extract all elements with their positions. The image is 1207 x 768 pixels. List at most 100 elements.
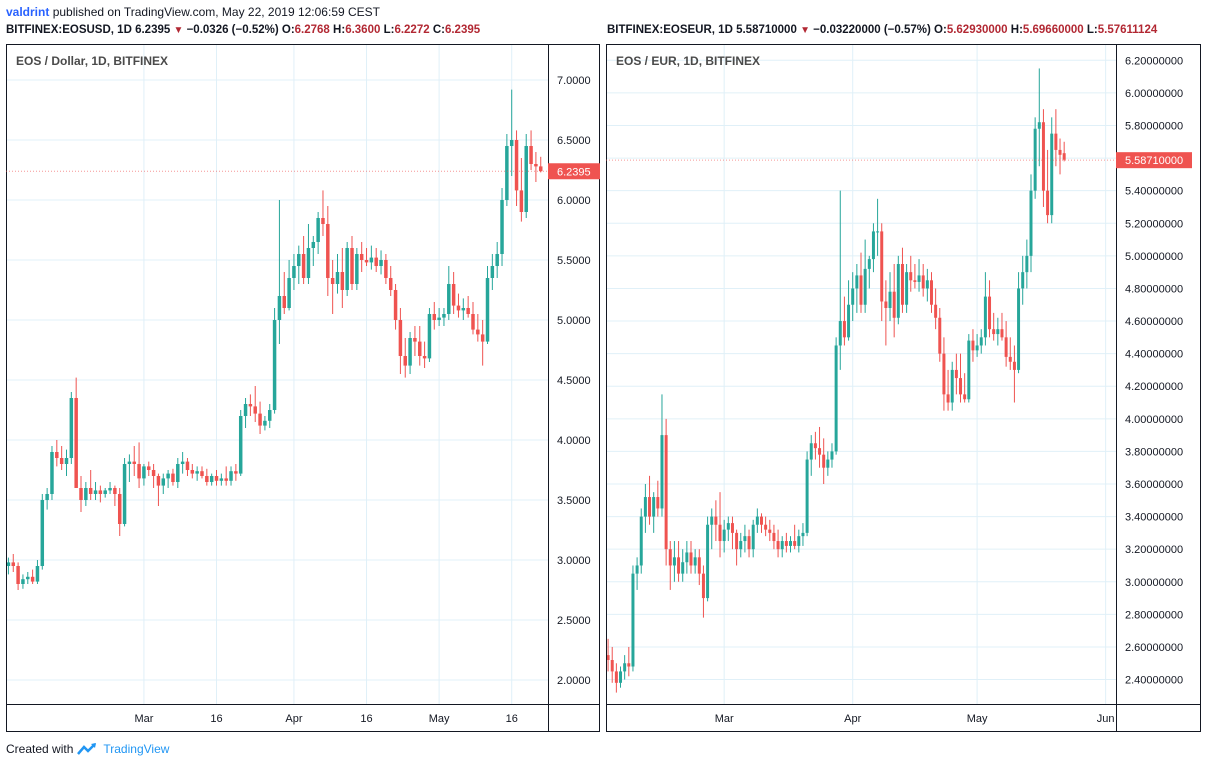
candle-body[interactable]	[122, 464, 127, 524]
candle-body[interactable]	[340, 272, 345, 290]
candle-body[interactable]	[668, 549, 672, 566]
candle-body[interactable]	[1017, 288, 1021, 370]
candle-body[interactable]	[500, 200, 504, 254]
candle-body[interactable]	[743, 536, 747, 542]
candle-body[interactable]	[660, 435, 664, 509]
candle-body[interactable]	[480, 334, 485, 342]
candle-body[interactable]	[45, 494, 49, 500]
candle-body[interactable]	[200, 471, 204, 476]
candle-body[interactable]	[321, 218, 325, 224]
candle-body[interactable]	[16, 566, 20, 584]
candle-body[interactable]	[963, 394, 967, 400]
candle-body[interactable]	[306, 248, 311, 278]
candle-body[interactable]	[648, 497, 652, 517]
candle-body[interactable]	[253, 406, 257, 414]
candle-body[interactable]	[730, 523, 734, 533]
candle-body[interactable]	[793, 541, 797, 546]
candle-body[interactable]	[938, 317, 942, 354]
candle-body[interactable]	[267, 410, 272, 421]
candle-body[interactable]	[996, 329, 1000, 335]
candle-body[interactable]	[263, 420, 267, 426]
candle-body[interactable]	[1000, 329, 1004, 338]
candle-body[interactable]	[50, 452, 54, 494]
candle-body[interactable]	[643, 497, 647, 517]
candle-body[interactable]	[714, 516, 718, 525]
candle-body[interactable]	[74, 398, 78, 488]
candle-body[interactable]	[859, 275, 863, 305]
candle-body[interactable]	[214, 476, 219, 481]
candle-body[interactable]	[519, 190, 524, 212]
candle-body[interactable]	[656, 497, 660, 509]
candle-body[interactable]	[282, 296, 287, 308]
candle-body[interactable]	[127, 461, 132, 464]
candle-body[interactable]	[205, 476, 209, 482]
candle-body[interactable]	[11, 562, 16, 566]
candle-body[interactable]	[69, 398, 74, 458]
candle-body[interactable]	[992, 329, 996, 335]
candle-body[interactable]	[408, 338, 412, 366]
candle-body[interactable]	[888, 291, 892, 308]
candle-body[interactable]	[103, 490, 107, 494]
candle-body[interactable]	[466, 308, 470, 314]
candle-body[interactable]	[685, 552, 689, 563]
candle-body[interactable]	[950, 369, 954, 403]
candle-body[interactable]	[64, 458, 69, 464]
candle-body[interactable]	[635, 565, 639, 574]
candle-body[interactable]	[834, 345, 838, 452]
candle-body[interactable]	[388, 278, 393, 290]
author-name[interactable]: valdrint	[6, 5, 50, 19]
candle-body[interactable]	[876, 231, 880, 233]
candle-body[interactable]	[161, 478, 166, 486]
candle-body[interactable]	[851, 288, 855, 305]
eoseur-chart[interactable]: 6.200000006.000000005.800000005.60000000…	[606, 44, 1201, 732]
candle-body[interactable]	[330, 278, 335, 284]
candle-body[interactable]	[238, 416, 243, 474]
candle-body[interactable]	[764, 524, 768, 530]
candle-body[interactable]	[79, 488, 83, 500]
candle-body[interactable]	[224, 478, 228, 481]
candle-body[interactable]	[509, 140, 514, 146]
candle-body[interactable]	[374, 257, 378, 266]
candle-body[interactable]	[909, 272, 913, 281]
candle-body[interactable]	[461, 308, 466, 311]
candle-body[interactable]	[176, 464, 180, 482]
candle-body[interactable]	[929, 280, 933, 305]
candle-body[interactable]	[942, 353, 946, 395]
candle-body[interactable]	[672, 557, 676, 566]
candle-body[interactable]	[6, 562, 11, 566]
candle-body[interactable]	[801, 532, 805, 537]
candle-body[interactable]	[156, 476, 161, 486]
candle-body[interactable]	[747, 536, 751, 550]
candle-body[interactable]	[826, 459, 830, 468]
eosusd-chart[interactable]: 7.0000 6.5000 6.0000 5.5000 5.0000 4.5000 4.00…	[6, 44, 600, 732]
symbol-line[interactable]: BITFINEX:EOSUSD, 1D	[6, 24, 132, 36]
candle-body[interactable]	[171, 473, 175, 482]
candle-body[interactable]	[718, 524, 722, 542]
candle-body[interactable]	[614, 671, 618, 683]
candle-body[interactable]	[108, 488, 112, 491]
candle-body[interactable]	[925, 280, 929, 289]
candle-body[interactable]	[880, 231, 884, 302]
candle-body[interactable]	[364, 260, 369, 263]
candle-body[interactable]	[287, 278, 291, 308]
candle-body[interactable]	[917, 275, 921, 282]
candle-body[interactable]	[1004, 337, 1008, 357]
candle-body[interactable]	[398, 320, 403, 356]
candle-body[interactable]	[84, 488, 88, 500]
candle-body[interactable]	[975, 345, 979, 351]
candle-body[interactable]	[413, 338, 417, 342]
candle-body[interactable]	[610, 660, 614, 672]
candle-body[interactable]	[219, 478, 224, 481]
candle-body[interactable]	[751, 524, 755, 550]
candle-body[interactable]	[393, 290, 398, 320]
candle-body[interactable]	[1041, 122, 1045, 191]
candle-body[interactable]	[693, 557, 697, 566]
candle-body[interactable]	[855, 275, 859, 289]
tradingview-logo-icon[interactable]	[77, 742, 99, 756]
candle-body[interactable]	[422, 356, 427, 359]
candle-body[interactable]	[631, 573, 635, 667]
candle-body[interactable]	[471, 314, 475, 330]
candle-body[interactable]	[180, 461, 185, 464]
candle-body[interactable]	[606, 655, 610, 660]
candle-body[interactable]	[959, 378, 963, 395]
